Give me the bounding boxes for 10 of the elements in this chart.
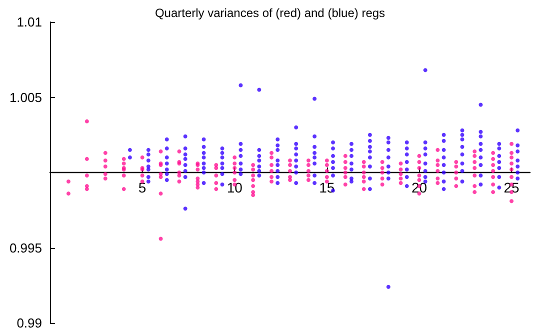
y-tick-label: 1.005 xyxy=(9,90,42,105)
y-tick-label: 0.995 xyxy=(9,240,42,256)
x-tick-label: 20 xyxy=(411,180,428,196)
y-tick-label: 0.99 xyxy=(16,316,42,330)
y-tick-label: 1.01 xyxy=(16,14,42,30)
x-tick-label: 5 xyxy=(138,180,146,196)
x-tick-label: 25 xyxy=(504,180,520,196)
chart-title: Quarterly variances of (red) and (blue) regs xyxy=(154,6,386,20)
x-tick-label: 10 xyxy=(226,180,243,196)
x-tick-label: 15 xyxy=(319,180,335,196)
